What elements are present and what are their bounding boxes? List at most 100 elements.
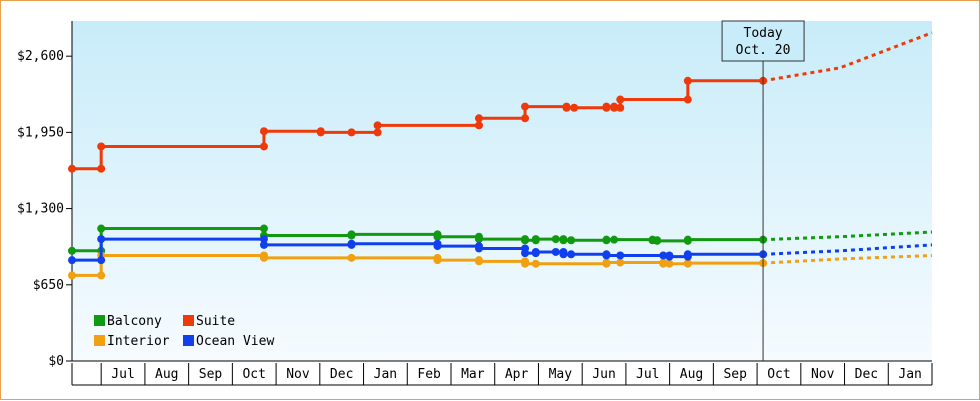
data-point-ocean-view <box>602 251 611 260</box>
data-point-balcony <box>521 236 530 245</box>
x-tick-label: Jul <box>111 367 134 382</box>
y-tick-label: $1,300 <box>17 202 64 217</box>
data-point-interior <box>683 259 692 268</box>
data-point-suite <box>570 103 579 112</box>
x-tick-label: Sep <box>199 367 223 382</box>
data-point-suite <box>562 103 571 112</box>
data-point-suite <box>521 102 530 111</box>
data-point-suite <box>347 128 356 137</box>
data-point-ocean-view <box>68 256 76 265</box>
x-tick-label: Jan <box>898 367 921 382</box>
x-tick-label: Jun <box>592 367 615 382</box>
today-label-box <box>721 20 805 62</box>
x-tick-label: Aug <box>155 367 178 382</box>
legend-label-balcony: Balcony <box>107 314 162 329</box>
data-point-ocean-view <box>521 249 530 258</box>
x-tick-label: Dec <box>330 367 353 382</box>
data-point-ocean-view <box>259 240 268 249</box>
data-point-ocean-view <box>531 247 540 256</box>
data-point-interior <box>521 259 530 268</box>
y-tick-label: $0 <box>48 354 64 369</box>
data-point-suite <box>616 103 625 112</box>
legend-swatch-suite <box>183 315 194 326</box>
data-point-balcony <box>531 235 540 244</box>
data-point-suite <box>521 114 530 123</box>
data-point-interior <box>531 259 540 268</box>
data-point-interior <box>474 257 483 266</box>
x-tick-label: Oct <box>767 367 790 382</box>
x-tick-label: Nov <box>811 367 835 382</box>
data-point-suite <box>316 128 325 137</box>
series-projection-balcony <box>763 230 933 242</box>
data-point-ocean-view <box>659 251 668 260</box>
data-point-ocean-view <box>665 252 674 261</box>
data-point-interior <box>433 256 442 265</box>
data-point-suite <box>373 128 382 137</box>
data-point-ocean-view <box>97 235 106 244</box>
data-point-interior <box>97 271 106 280</box>
x-tick-label: Sep <box>723 367 747 382</box>
data-point-balcony <box>347 230 356 239</box>
data-point-suite <box>68 164 76 173</box>
data-point-ocean-view <box>551 247 560 256</box>
legend-swatch-ocean-view <box>183 335 194 346</box>
data-point-ocean-view <box>616 251 625 260</box>
series-projection-interior <box>762 253 933 265</box>
data-point-balcony <box>559 236 568 245</box>
x-tick-label: Feb <box>417 367 441 382</box>
data-point-suite <box>683 76 692 85</box>
data-point-suite <box>474 114 483 123</box>
data-point-ocean-view <box>683 250 692 259</box>
data-point-ocean-view <box>347 239 356 248</box>
data-point-ocean-view <box>433 242 442 251</box>
data-point-interior <box>347 253 356 262</box>
legend-label-suite: Suite <box>196 314 235 329</box>
data-point-ocean-view <box>567 250 576 259</box>
data-point-ocean-view <box>97 256 106 265</box>
data-point-balcony <box>433 232 442 241</box>
data-point-balcony <box>474 235 483 244</box>
x-tick-label: Dec <box>855 367 878 382</box>
data-point-suite <box>610 103 619 112</box>
x-tick-label: Mar <box>461 367 485 382</box>
data-point-balcony <box>97 224 106 233</box>
y-tick-label: $650 <box>33 278 64 293</box>
data-point-interior <box>259 253 268 262</box>
x-tick-label: Apr <box>505 367 529 382</box>
data-point-suite <box>259 127 268 136</box>
series-projection-ocean-view <box>763 243 933 256</box>
data-point-interior <box>616 258 625 267</box>
x-tick-label: Oct <box>242 367 265 382</box>
data-point-suite <box>97 142 106 151</box>
x-tick-label: Nov <box>286 367 310 382</box>
plot-background <box>72 21 932 361</box>
data-point-suite <box>373 121 382 130</box>
x-tick-label: May <box>549 367 573 382</box>
data-point-interior <box>602 258 611 267</box>
legend-swatch-balcony <box>94 315 105 326</box>
data-point-ocean-view <box>559 250 568 259</box>
data-point-interior <box>659 259 668 268</box>
today-label-line2: Oct. 20 <box>736 43 791 58</box>
legend-label-interior: Interior <box>107 334 170 349</box>
data-point-interior <box>68 271 76 280</box>
y-tick-label: $1,950 <box>17 125 64 140</box>
y-tick-label: $2,600 <box>17 49 64 64</box>
x-tick-label: Jul <box>636 367 659 382</box>
series-projection-suite <box>762 31 933 83</box>
data-point-suite <box>602 102 611 111</box>
data-point-balcony <box>567 236 576 245</box>
x-tick-label: Aug <box>680 367 703 382</box>
data-point-interior <box>665 259 674 268</box>
today-label-line1: Today <box>744 26 783 41</box>
data-point-balcony <box>68 246 76 255</box>
data-point-balcony <box>551 235 560 244</box>
legend-label-ocean-view: Ocean View <box>196 334 274 349</box>
data-point-suite <box>474 121 483 130</box>
legend-swatch-interior <box>94 335 105 346</box>
data-point-balcony <box>653 236 662 245</box>
x-tick-label: Jan <box>374 367 397 382</box>
data-point-balcony <box>610 235 619 244</box>
